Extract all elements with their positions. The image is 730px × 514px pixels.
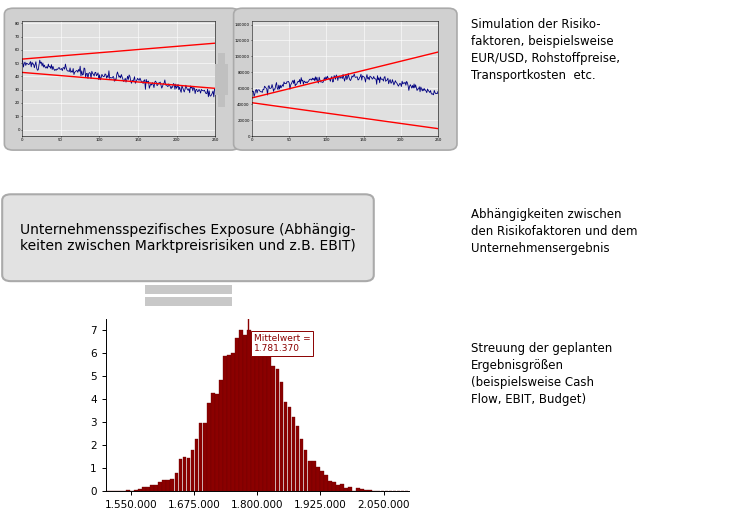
Bar <box>126 490 130 491</box>
Bar <box>255 332 259 491</box>
Bar <box>272 366 275 491</box>
Bar <box>296 426 299 491</box>
Bar <box>251 342 255 491</box>
Bar <box>162 480 166 491</box>
Bar <box>211 393 215 491</box>
Bar <box>219 379 223 491</box>
Bar <box>171 479 174 491</box>
Bar <box>332 482 336 491</box>
Bar <box>227 355 231 491</box>
Bar <box>174 473 178 491</box>
Bar <box>179 460 182 491</box>
Text: Mittelwert =
1.781.370: Mittelwert = 1.781.370 <box>254 334 310 353</box>
Bar <box>361 489 364 491</box>
Bar <box>154 485 158 491</box>
Bar <box>199 424 202 491</box>
Bar <box>158 482 162 491</box>
Bar <box>264 347 267 491</box>
Bar <box>187 458 191 491</box>
Bar <box>150 485 154 491</box>
Bar <box>195 439 199 491</box>
Bar <box>308 461 312 491</box>
Text: Unternehmensspezifisches Exposure (Abhängig-
keiten zwischen Marktpreisrisiken u: Unternehmensspezifisches Exposure (Abhän… <box>20 223 356 253</box>
Bar <box>344 488 348 491</box>
Text: Abhängigkeiten zwischen
den Risikofaktoren und dem
Unternehmensergebnis: Abhängigkeiten zwischen den Risikofaktor… <box>471 208 637 255</box>
Bar <box>267 355 271 491</box>
Bar <box>166 480 170 491</box>
Bar <box>134 490 138 491</box>
Bar <box>324 475 328 491</box>
Bar <box>182 457 186 491</box>
Bar <box>207 403 210 491</box>
Bar <box>275 369 279 491</box>
Bar <box>247 330 251 491</box>
Bar <box>235 338 239 491</box>
Bar <box>239 330 243 491</box>
Bar <box>356 488 360 491</box>
Bar <box>328 482 331 491</box>
Bar <box>223 356 227 491</box>
Text: Simulation der Risiko-
faktoren, beispielsweise
EUR/USD, Rohstoffpreise,
Transpo: Simulation der Risiko- faktoren, beispie… <box>471 18 620 82</box>
Bar <box>364 490 368 491</box>
Bar <box>320 470 323 491</box>
Bar <box>191 450 194 491</box>
Bar <box>292 417 296 491</box>
Bar <box>336 485 339 491</box>
Bar <box>304 450 307 491</box>
Bar <box>231 353 235 491</box>
Bar <box>215 394 218 491</box>
Bar <box>280 382 283 491</box>
Bar <box>142 487 146 491</box>
Bar <box>348 487 352 491</box>
Bar <box>369 490 372 491</box>
Bar <box>243 335 247 491</box>
Bar <box>316 467 320 491</box>
Bar <box>340 484 344 491</box>
Bar <box>283 402 288 491</box>
Bar <box>146 487 150 491</box>
Bar <box>259 345 263 491</box>
Bar <box>288 407 291 491</box>
Bar <box>138 489 142 491</box>
Text: Streuung der geplanten
Ergebnisgrößen
(beispielsweise Cash
Flow, EBIT, Budget): Streuung der geplanten Ergebnisgrößen (b… <box>471 342 612 406</box>
Bar <box>312 462 315 491</box>
Bar <box>300 439 304 491</box>
Bar <box>203 423 207 491</box>
